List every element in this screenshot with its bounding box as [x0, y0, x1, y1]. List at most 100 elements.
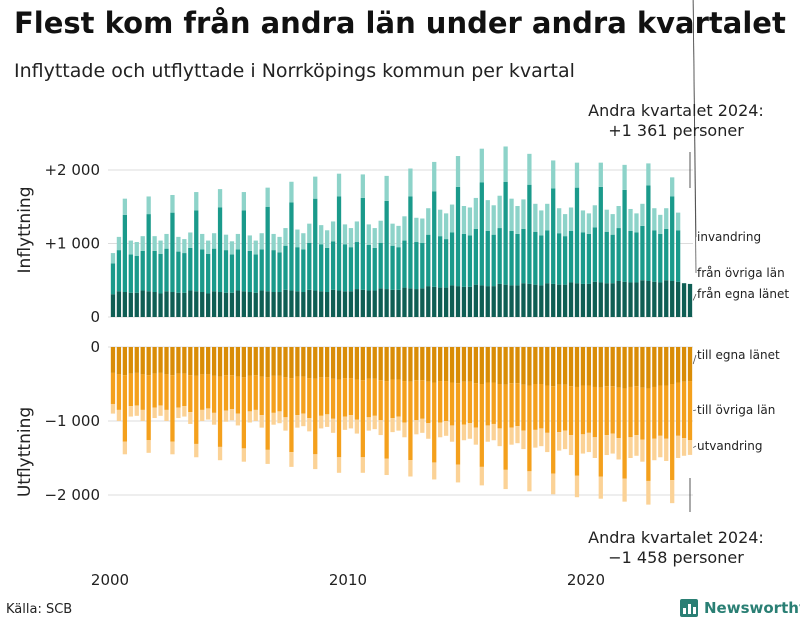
bar-segment-till-övriga-län — [271, 375, 276, 413]
bar-segment-invandring — [384, 175, 389, 201]
bar-segment-till-egna-länet — [241, 347, 246, 378]
bar-segment-utvandring — [378, 420, 383, 436]
bar-segment-från-egna-länet — [235, 290, 241, 317]
bar-segment-från-egna-länet — [259, 290, 264, 317]
bar-segment-från-övriga-län — [664, 228, 669, 281]
bar-segment-till-övriga-län — [485, 382, 490, 426]
bar-segment-till-egna-länet — [426, 347, 431, 382]
bar-segment-från-egna-länet — [116, 291, 122, 317]
bar-segment-till-övriga-län — [313, 378, 318, 455]
bar-segment-från-övriga-län — [592, 227, 597, 282]
bar-segment-till-övriga-län — [319, 377, 324, 416]
series-labels: invandring från övriga län från egna länet… — [692, 0, 789, 453]
bar-segment-till-övriga-län — [116, 374, 122, 410]
bar-segment-från-egna-länet — [509, 285, 514, 317]
bar-segment-från-övriga-län — [497, 228, 502, 284]
bar-segment-utvandring — [533, 429, 538, 448]
bar-segment-från-övriga-län — [134, 256, 139, 293]
bar-segment-till-övriga-län — [182, 373, 187, 407]
bar-segment-invandring — [354, 221, 360, 243]
bar-segment-från-övriga-län — [491, 234, 496, 287]
bar-segment-från-övriga-län — [146, 214, 151, 292]
bar-segment-till-övriga-län — [140, 374, 145, 410]
bar-segment-invandring — [223, 234, 229, 251]
bar-segment-utvandring — [116, 409, 122, 421]
bar-segment-invandring — [670, 177, 675, 197]
bar-segment-invandring — [598, 162, 603, 187]
bar-segment-till-övriga-län — [378, 380, 383, 421]
bar-segment-från-övriga-län — [301, 249, 306, 293]
bar-segment-från-övriga-län — [229, 254, 235, 293]
bar-segment-från-egna-länet — [527, 283, 532, 317]
bar-segment-invandring — [307, 223, 312, 243]
bar-segment-från-egna-länet — [164, 291, 169, 317]
bar-segment-från-egna-länet — [134, 292, 139, 317]
bar-segment-från-egna-länet — [592, 281, 597, 317]
bar-segment-till-övriga-län — [455, 383, 461, 465]
bar-segment-till-övriga-län — [687, 381, 693, 441]
bar-segment-utvandring — [110, 403, 116, 414]
bar-segment-från-övriga-län — [658, 233, 663, 283]
y-tick-label: −1 000 — [44, 412, 100, 430]
bar-segment-från-egna-länet — [188, 290, 193, 317]
bar-segment-utvandring — [194, 443, 199, 458]
bar-segment-till-egna-länet — [235, 347, 241, 377]
bar-segment-från-övriga-län — [610, 234, 615, 284]
bar-segment-till-övriga-län — [449, 382, 455, 426]
bar-segment-invandring — [675, 212, 681, 231]
bar-segment-till-övriga-län — [491, 382, 496, 424]
bar-segment-från-övriga-län — [194, 210, 199, 292]
y-axis-label-inflow: Inflyttning — [15, 187, 35, 274]
bar-segment-från-övriga-län — [330, 241, 336, 290]
bar-segment-från-egna-länet — [479, 285, 484, 317]
bar-segment-från-egna-länet — [521, 283, 526, 317]
bar-segment-från-egna-länet — [390, 289, 395, 317]
bar-segment-till-egna-länet — [182, 347, 187, 374]
bar-segment-från-egna-länet — [628, 282, 633, 317]
bar-segment-från-egna-länet — [200, 292, 205, 317]
bar-segment-invandring — [485, 200, 490, 231]
bar-segment-från-egna-länet — [301, 292, 306, 317]
bar-segment-från-egna-länet — [378, 288, 383, 317]
bar-segment-till-övriga-län — [432, 382, 437, 463]
bar-segment-invandring — [330, 221, 336, 242]
bar-segment-utvandring — [539, 428, 544, 447]
bar-segment-från-egna-länet — [443, 287, 449, 317]
bar-segment-från-övriga-län — [211, 248, 217, 292]
bar-segment-från-övriga-län — [200, 249, 205, 293]
bar-segment-utvandring — [646, 480, 651, 505]
bar-segment-från-övriga-län — [378, 242, 383, 289]
bar-segment-till-egna-länet — [527, 347, 532, 386]
bar-segment-från-övriga-län — [527, 184, 532, 284]
bar-segment-utvandring — [217, 446, 223, 461]
bar-segment-till-övriga-län — [348, 378, 354, 416]
bar-segment-till-övriga-län — [408, 381, 413, 461]
bar-segment-utvandring — [449, 425, 455, 442]
bar-segment-från-egna-länet — [170, 292, 175, 317]
bar-segment-invandring — [301, 233, 306, 250]
bar-segment-invandring — [289, 181, 294, 203]
bar-segment-till-egna-länet — [271, 347, 276, 376]
bar-segment-till-egna-länet — [443, 347, 449, 382]
bar-segment-från-övriga-län — [247, 250, 252, 293]
bar-segment-invandring — [158, 240, 163, 254]
bar-segment-utvandring — [295, 415, 300, 428]
bar-segment-utvandring — [134, 405, 139, 416]
bar-segment-utvandring — [562, 430, 568, 450]
bar-segment-från-egna-länet — [687, 283, 693, 317]
bar-segment-till-övriga-län — [372, 378, 377, 416]
bar-segment-till-övriga-län — [551, 386, 556, 474]
brand-logo[interactable]: Newsworthy — [680, 599, 800, 617]
bar-segment-till-egna-länet — [586, 347, 592, 386]
bar-segment-från-övriga-län — [235, 249, 241, 291]
bar-segment-utvandring — [330, 418, 336, 433]
bar-segment-till-övriga-län — [670, 384, 675, 481]
bar-segment-utvandring — [164, 409, 169, 421]
bar-segment-till-övriga-län — [562, 384, 568, 431]
y-tick-label: −2 000 — [44, 486, 100, 504]
bar-segment-till-egna-länet — [295, 347, 300, 377]
chart-title: Flest kom från andra län under andra kva… — [14, 6, 786, 40]
bar-segment-invandring — [491, 205, 496, 235]
bar-segment-från-egna-länet — [140, 290, 145, 317]
bar-segment-invandring — [229, 241, 235, 255]
